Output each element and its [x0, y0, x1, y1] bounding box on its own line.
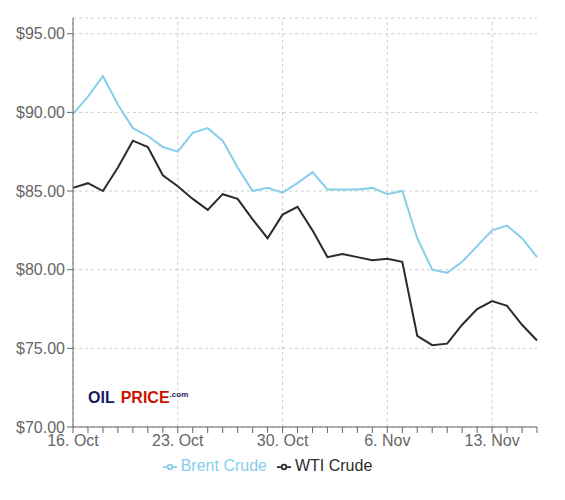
svg-text:$70.00: $70.00	[16, 419, 65, 436]
svg-text:$90.00: $90.00	[16, 104, 65, 121]
svg-text:$85.00: $85.00	[16, 183, 65, 200]
svg-text:6. Nov: 6. Nov	[364, 432, 410, 449]
svg-text:$75.00: $75.00	[16, 340, 65, 357]
svg-text:13. Nov: 13. Nov	[465, 432, 520, 449]
html-text:WTI Crude: WTI Crude	[295, 457, 373, 474]
svg-text:16. Oct: 16. Oct	[47, 432, 99, 450]
svg-text:30. Oct: 30. Oct	[257, 432, 309, 449]
svg-text:$95.00: $95.00	[16, 25, 65, 42]
svg-text:$80.00: $80.00	[16, 261, 65, 278]
html-text:OIL PRICE.com: OIL PRICE.com	[88, 389, 189, 406]
html-text:Brent Crude: Brent Crude	[180, 457, 267, 474]
svg-text:23. Oct: 23. Oct	[152, 432, 204, 449]
